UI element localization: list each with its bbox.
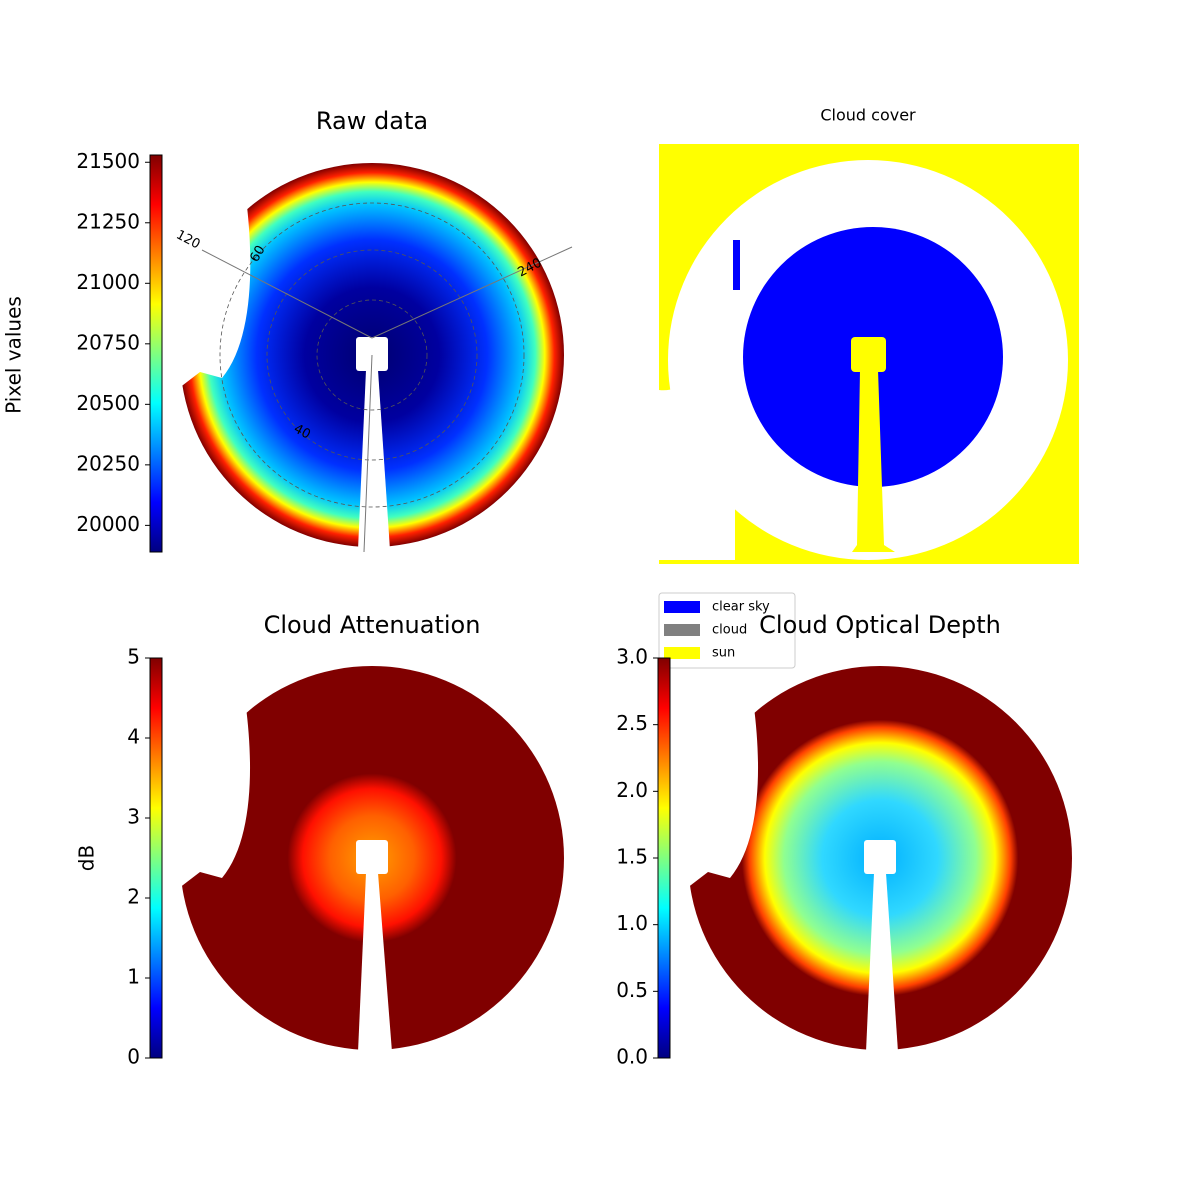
colorbar xyxy=(657,657,671,1059)
optical-depth-image xyxy=(678,650,1072,1052)
legend: clear sky cloud sun xyxy=(658,592,796,669)
attenuation-image xyxy=(170,650,564,1052)
colorbar-tick-label: 20500 xyxy=(76,391,140,415)
panel-title: Cloud Optical Depth xyxy=(759,611,1001,639)
raw-image xyxy=(170,150,573,553)
colorbar xyxy=(149,657,163,1059)
colorbar-tick-label: 21000 xyxy=(76,270,140,294)
colorbar-tick-label: 2 xyxy=(127,885,140,909)
legend-swatch xyxy=(664,601,700,613)
legend-swatch xyxy=(664,647,700,659)
sun-region xyxy=(852,370,895,552)
colorbar-label: Pixel values xyxy=(2,296,26,414)
sun-region xyxy=(659,300,735,560)
colorbar-tick-label: 20000 xyxy=(76,512,140,536)
polar-grid-label: 40 xyxy=(291,421,313,442)
panel-title: Raw data xyxy=(316,107,428,135)
sun-region xyxy=(851,337,886,372)
colorbar xyxy=(149,154,163,553)
panel-title: Cloud cover xyxy=(820,106,916,125)
colorbar-tick-label: 1.5 xyxy=(616,845,648,869)
legend-label: sun xyxy=(712,646,735,661)
colorbar-tick-label: 1 xyxy=(127,965,140,989)
polar-grid-label: 60 xyxy=(247,243,268,265)
colorbar-tick-label: 3.0 xyxy=(616,645,648,669)
colorbar-tick-label: 21250 xyxy=(76,209,140,233)
clear-sky-region xyxy=(733,240,740,290)
colorbar-tick-label: 0.0 xyxy=(616,1045,648,1069)
legend-label: clear sky xyxy=(712,600,770,615)
colorbar-tick-label: 3 xyxy=(127,805,140,829)
colorbar-tick-label: 4 xyxy=(127,725,140,749)
colorbar-tick-label: 2.0 xyxy=(616,778,648,802)
colorbar-tick-label: 0 xyxy=(127,1045,140,1069)
colorbar-tick-label: 1.0 xyxy=(616,911,648,935)
colorbar-tick-label: 20250 xyxy=(76,451,140,475)
panel-title: Cloud Attenuation xyxy=(264,611,481,639)
colorbar-tick-label: 20750 xyxy=(76,330,140,354)
legend-swatch xyxy=(664,624,700,636)
colorbar-tick-label: 5 xyxy=(127,645,140,669)
colorbar-tick-label: 21500 xyxy=(76,149,140,173)
legend-label: cloud xyxy=(712,623,747,638)
colorbar-tick-label: 2.5 xyxy=(616,711,648,735)
colorbar-label: dB xyxy=(75,845,99,871)
colorbar-tick-label: 0.5 xyxy=(616,978,648,1002)
